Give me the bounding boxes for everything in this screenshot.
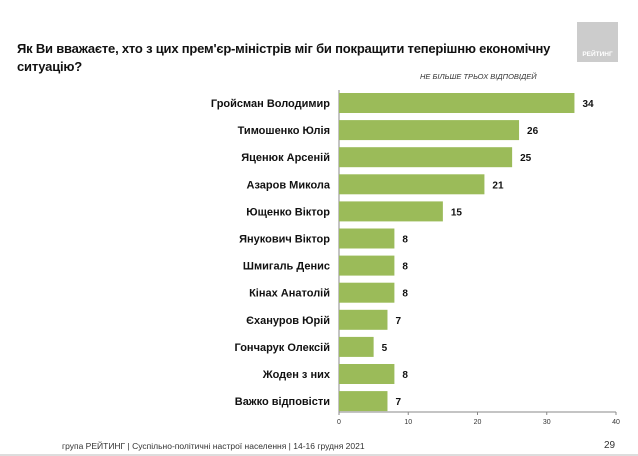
x-tick-label: 40 [612,419,620,426]
data-label: 34 [582,99,594,110]
category-label: Яценюк Арсеній [241,152,330,164]
category-label: Тимошенко Юлія [238,125,330,137]
data-label: 8 [402,370,408,381]
bar [339,391,388,412]
footer-text: група РЕЙТИНГ | Суспільно-політичні наст… [62,441,365,451]
data-label: 8 [402,262,408,273]
data-label: 21 [492,180,504,191]
logo-text: РЕЙТИНГ [582,51,613,58]
bar [339,228,395,249]
page-number: 29 [604,440,616,451]
category-label: Гройсман Володимир [211,98,330,110]
bar [339,174,485,195]
category-label: Гончарук Олексій [235,342,330,354]
bar [339,364,395,384]
category-label: Ющенко Віктор [246,206,330,218]
category-label: Янукович Віктор [239,234,330,246]
data-label: 8 [402,235,408,246]
x-tick-label: 20 [474,419,482,426]
data-label: 7 [395,316,401,327]
data-label: 7 [395,397,401,408]
category-label: Азаров Микола [247,179,331,191]
data-label: 26 [527,126,539,137]
x-tick-label: 0 [337,419,341,426]
answer-note: НЕ БІЛЬШЕ ТРЬОХ ВІДПОВІДЕЙ [420,72,537,81]
x-tick-label: 30 [543,419,551,426]
bar [339,336,374,357]
x-tick-label: 10 [404,419,412,426]
data-label: 25 [520,153,532,164]
bar [339,93,575,113]
rating-logo: РЕЙТИНГ [577,22,618,62]
data-label: 15 [451,207,463,218]
data-label: 8 [402,289,408,300]
bar [339,147,513,168]
category-label: Важко відповісти [235,396,330,408]
bar [339,201,443,222]
bar [339,309,388,330]
question-title: Як Ви вважаєте, хто з цих прем'єр-мініст… [17,41,551,74]
category-label: Кінах Анатолій [249,288,330,300]
bar [339,282,395,303]
category-label: Єхануров Юрій [246,315,330,327]
data-label: 5 [382,343,388,354]
bar [339,120,520,141]
category-label: Шмигаль Денис [243,261,330,273]
bar [339,255,395,276]
category-label: Жоден з них [262,369,331,381]
footer-divider [0,454,638,456]
